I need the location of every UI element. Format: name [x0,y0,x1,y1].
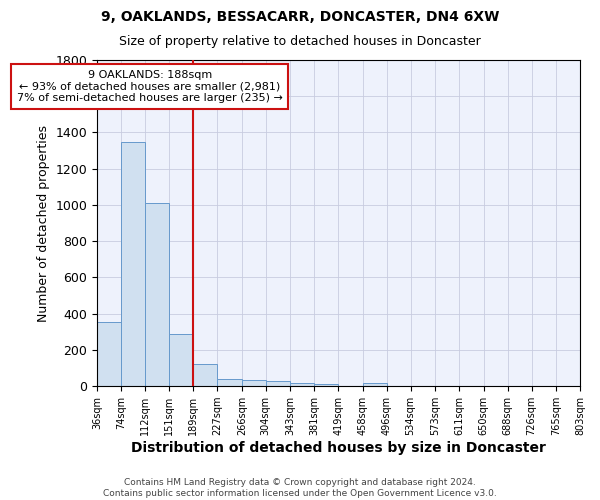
Bar [290,382,314,386]
Bar [266,381,290,386]
Bar [217,378,242,386]
Bar [314,384,338,386]
Bar [363,382,386,386]
Bar [121,142,145,386]
Bar [242,380,266,386]
Bar [193,364,217,386]
Text: Contains HM Land Registry data © Crown copyright and database right 2024.
Contai: Contains HM Land Registry data © Crown c… [103,478,497,498]
X-axis label: Distribution of detached houses by size in Doncaster: Distribution of detached houses by size … [131,441,546,455]
Bar [145,203,169,386]
Text: 9, OAKLANDS, BESSACARR, DONCASTER, DN4 6XW: 9, OAKLANDS, BESSACARR, DONCASTER, DN4 6… [101,10,499,24]
Bar [97,322,121,386]
Text: 9 OAKLANDS: 188sqm
← 93% of detached houses are smaller (2,981)
7% of semi-detac: 9 OAKLANDS: 188sqm ← 93% of detached hou… [17,70,283,103]
Bar [169,334,193,386]
Y-axis label: Number of detached properties: Number of detached properties [37,124,50,322]
Text: Size of property relative to detached houses in Doncaster: Size of property relative to detached ho… [119,35,481,48]
